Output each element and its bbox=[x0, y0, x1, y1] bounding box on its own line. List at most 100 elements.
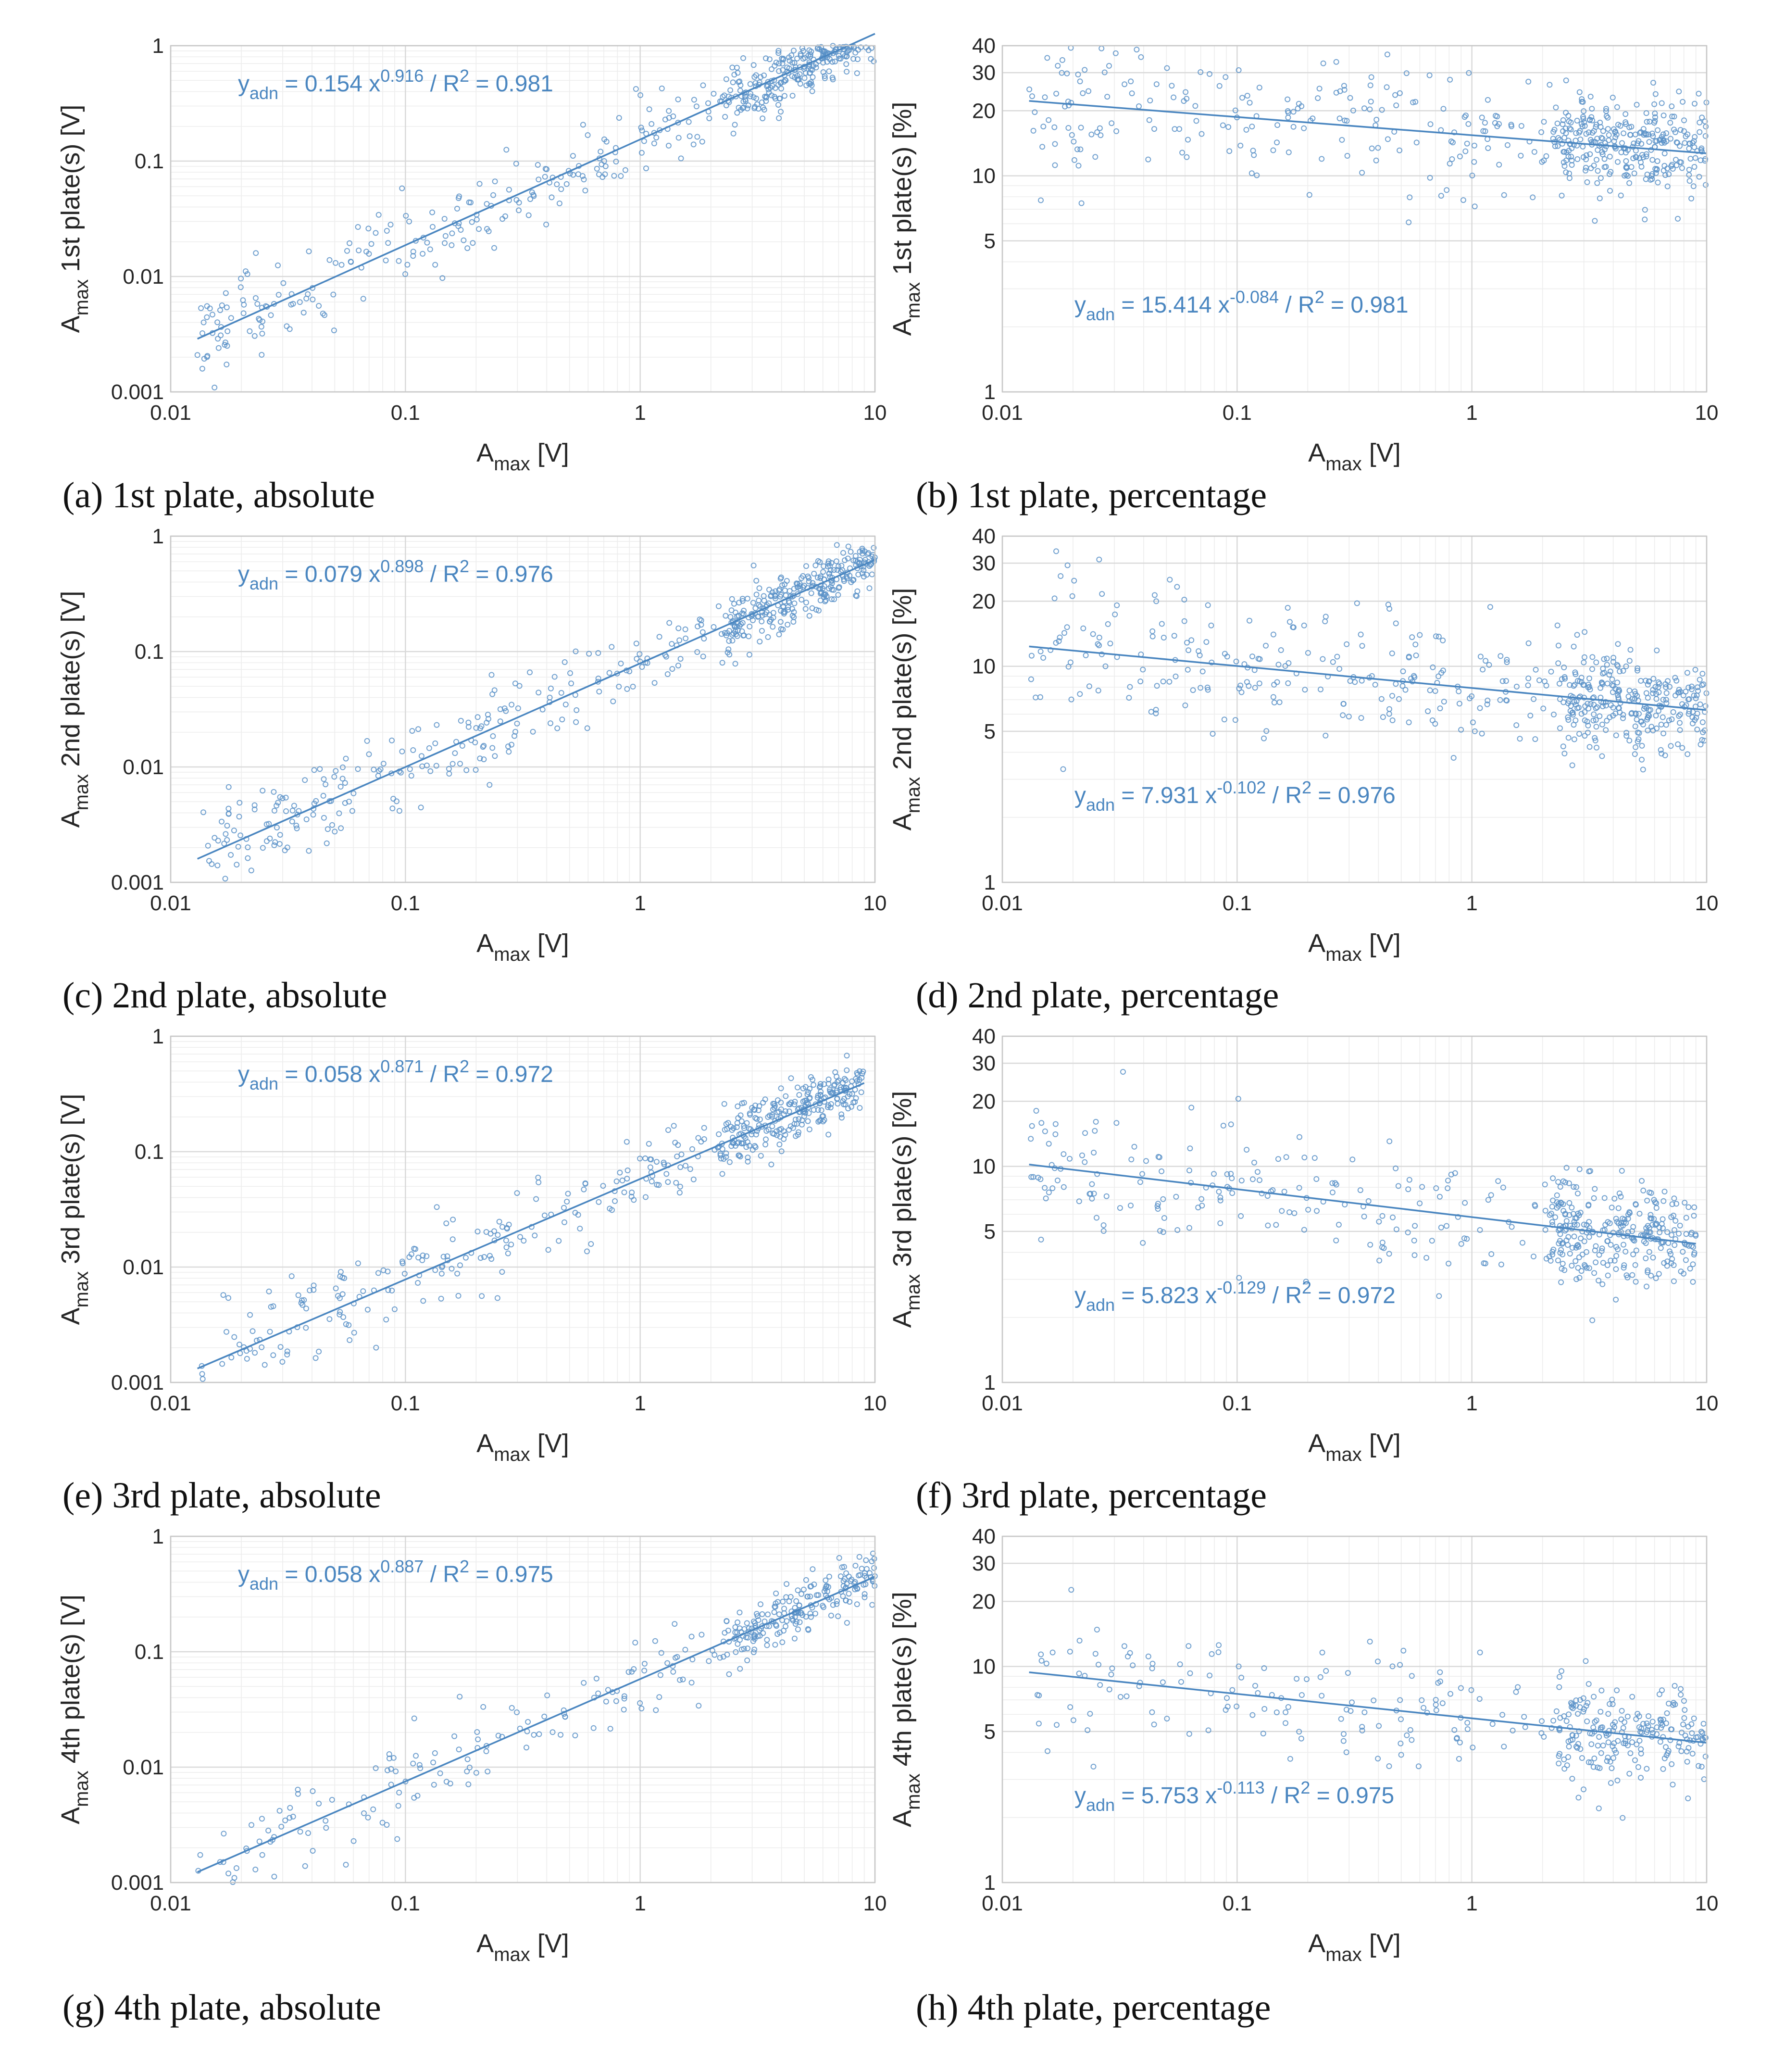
x-tick-label: 0.1 bbox=[1223, 1892, 1252, 1915]
data-point bbox=[1254, 172, 1260, 178]
data-point bbox=[506, 749, 512, 755]
data-point bbox=[1626, 658, 1633, 664]
data-point bbox=[256, 315, 262, 322]
data-point bbox=[243, 268, 249, 275]
data-point bbox=[1372, 681, 1378, 688]
data-point bbox=[742, 96, 749, 102]
data-point bbox=[1660, 113, 1667, 119]
data-point bbox=[199, 1371, 205, 1377]
data-point bbox=[343, 1321, 349, 1327]
data-point bbox=[1571, 722, 1577, 728]
data-point bbox=[331, 774, 337, 780]
data-point bbox=[1565, 717, 1572, 723]
data-point bbox=[1596, 1278, 1602, 1284]
data-point bbox=[1598, 1750, 1604, 1756]
data-point bbox=[1438, 670, 1445, 676]
data-point bbox=[1596, 1805, 1602, 1811]
data-point bbox=[728, 607, 735, 614]
data-point bbox=[726, 628, 732, 634]
data-point bbox=[1571, 736, 1577, 742]
data-point bbox=[266, 1288, 272, 1294]
data-point bbox=[1594, 704, 1600, 710]
data-point bbox=[1270, 1187, 1276, 1193]
data-point bbox=[675, 135, 682, 141]
data-point bbox=[1573, 1215, 1580, 1221]
data-point bbox=[1207, 71, 1212, 77]
data-point bbox=[280, 280, 287, 286]
data-point bbox=[473, 767, 479, 773]
data-point bbox=[1484, 701, 1490, 707]
data-point bbox=[1287, 1756, 1293, 1762]
fit-line bbox=[1029, 100, 1707, 154]
data-point bbox=[1186, 1225, 1192, 1231]
data-point bbox=[1663, 130, 1670, 136]
data-point bbox=[675, 1142, 681, 1148]
data-point bbox=[1612, 134, 1619, 140]
data-point bbox=[738, 107, 744, 113]
data-point bbox=[784, 1581, 790, 1587]
data-point bbox=[825, 1584, 831, 1590]
data-point bbox=[700, 82, 706, 88]
data-point bbox=[1320, 60, 1326, 66]
data-point bbox=[1455, 1214, 1461, 1220]
data-point bbox=[1562, 1180, 1568, 1185]
data-point bbox=[215, 336, 221, 342]
data-point bbox=[1657, 1739, 1663, 1745]
data-point bbox=[284, 323, 290, 329]
y-tick-label: 30 bbox=[972, 61, 996, 85]
data-point bbox=[1585, 1759, 1592, 1765]
data-point bbox=[1661, 151, 1668, 157]
data-point bbox=[1530, 194, 1536, 201]
data-point bbox=[1379, 1240, 1386, 1245]
data-point bbox=[1359, 643, 1365, 649]
data-point bbox=[1616, 1190, 1623, 1196]
y-axis-label: Amax 2nd plate(s) [%] bbox=[888, 588, 924, 831]
data-point bbox=[222, 876, 228, 882]
data-point bbox=[641, 138, 647, 144]
data-point bbox=[1563, 1165, 1570, 1171]
data-point bbox=[1251, 152, 1257, 158]
data-point bbox=[1565, 714, 1571, 720]
data-point bbox=[1155, 1206, 1161, 1212]
data-point bbox=[1435, 673, 1442, 679]
data-point bbox=[1341, 83, 1347, 89]
data-point bbox=[749, 1105, 755, 1111]
data-point bbox=[240, 310, 247, 316]
data-point bbox=[1488, 1192, 1494, 1198]
data-point bbox=[1565, 1242, 1571, 1248]
data-point bbox=[338, 262, 345, 268]
data-point bbox=[1573, 1258, 1579, 1264]
data-point bbox=[1344, 641, 1350, 647]
data-point bbox=[277, 1344, 284, 1350]
data-point bbox=[1509, 1224, 1515, 1230]
data-point bbox=[1086, 88, 1092, 94]
data-point bbox=[1485, 697, 1491, 703]
data-point bbox=[1038, 197, 1044, 203]
data-point bbox=[859, 1070, 865, 1077]
data-point bbox=[676, 637, 683, 643]
data-point bbox=[1555, 1257, 1561, 1264]
data-point bbox=[763, 94, 770, 100]
data-point bbox=[323, 1818, 329, 1824]
data-point bbox=[1077, 78, 1083, 85]
data-point bbox=[455, 1293, 462, 1299]
data-point bbox=[1610, 1701, 1616, 1707]
data-point bbox=[1594, 180, 1600, 186]
data-point bbox=[389, 805, 396, 812]
data-point bbox=[1083, 652, 1089, 658]
data-point bbox=[1577, 1746, 1584, 1752]
data-point bbox=[1561, 1267, 1568, 1273]
data-point bbox=[1554, 1205, 1560, 1211]
data-point bbox=[600, 1183, 606, 1189]
data-point bbox=[1609, 1765, 1615, 1771]
x-tick-label: 10 bbox=[863, 892, 887, 915]
data-point bbox=[791, 600, 798, 606]
data-point bbox=[666, 108, 672, 114]
data-point bbox=[1625, 1229, 1631, 1235]
data-point bbox=[791, 592, 797, 599]
data-point bbox=[701, 636, 707, 642]
data-point bbox=[301, 1297, 307, 1303]
data-point bbox=[741, 1645, 747, 1652]
data-point bbox=[775, 48, 782, 54]
data-point bbox=[1574, 678, 1581, 684]
